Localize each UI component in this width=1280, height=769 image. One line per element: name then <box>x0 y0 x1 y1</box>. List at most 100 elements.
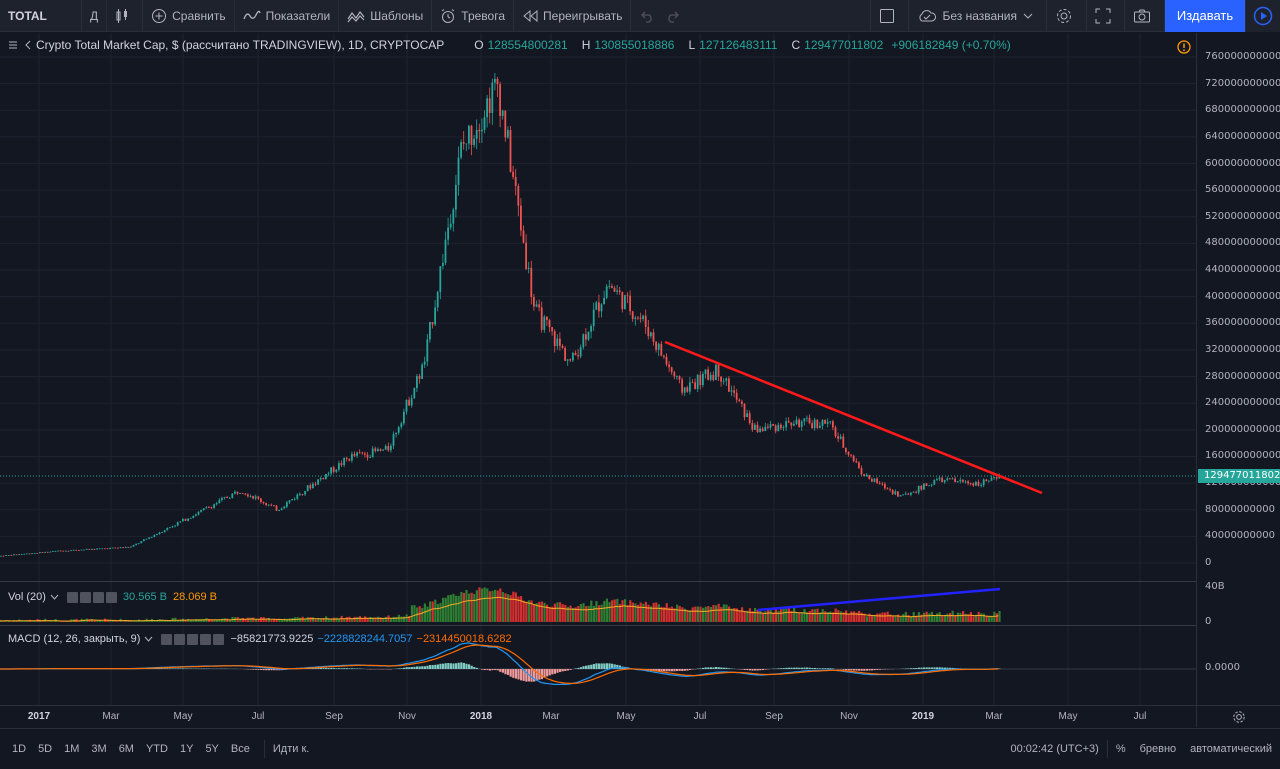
macd-hist-bar <box>351 668 354 669</box>
collapse-legend-icon[interactable] <box>8 40 18 50</box>
macd-name[interactable]: MACD (12, 26, закрыть, 9) <box>8 633 141 645</box>
macd-hist-bar <box>616 664 619 669</box>
percent-toggle[interactable]: % <box>1115 743 1126 755</box>
chart-type-button[interactable] <box>107 0 144 32</box>
volume-bar <box>241 617 244 622</box>
undo-icon[interactable] <box>639 9 655 23</box>
candle <box>595 300 598 311</box>
candle <box>431 321 434 329</box>
volume-bar <box>299 617 302 622</box>
settings-mini-icon[interactable] <box>174 633 186 645</box>
candle <box>57 550 59 552</box>
snapshot-button[interactable] <box>1125 0 1165 32</box>
warning-icon[interactable] <box>1177 40 1191 54</box>
eye-icon[interactable] <box>66 591 78 603</box>
candle <box>712 371 715 382</box>
chevron-down-icon[interactable] <box>50 594 59 601</box>
candle <box>283 505 286 509</box>
candle <box>416 373 418 393</box>
volume-bar <box>457 595 460 622</box>
range-button[interactable]: 1M <box>64 743 80 755</box>
candle <box>88 548 91 550</box>
volume-bar <box>746 610 749 622</box>
candle <box>613 285 616 292</box>
volume-bar <box>876 613 879 622</box>
volume-bar <box>499 588 502 622</box>
candle <box>975 480 977 486</box>
candle <box>223 496 226 500</box>
candle <box>156 533 158 536</box>
time-scale[interactable]: 2017 Mar May Jul Sep Nov 2018 Mar May Jul Sep Nov 20… <box>0 705 1196 727</box>
volume-bar <box>650 606 653 622</box>
candle <box>364 451 366 458</box>
macd-hist-bar <box>826 668 829 669</box>
clock[interactable]: 00:02:42 (UTC+3) <box>1010 743 1099 755</box>
log-toggle[interactable]: бревно <box>1139 743 1177 755</box>
close-mini-icon[interactable] <box>105 591 117 603</box>
compare-button[interactable]: Сравнить <box>143 0 235 32</box>
eye-icon[interactable] <box>161 633 173 645</box>
candle <box>304 490 306 497</box>
candle <box>62 550 65 552</box>
close-mini-icon[interactable] <box>213 633 225 645</box>
candle <box>767 423 769 430</box>
interval-button[interactable]: Д <box>82 0 108 32</box>
symbol-search[interactable]: TOTAL <box>0 0 82 32</box>
plus-mini-icon[interactable] <box>200 633 212 645</box>
goto-date-button[interactable]: Идти к. <box>272 743 310 755</box>
chart-canvas[interactable] <box>0 33 1196 705</box>
alert-button[interactable]: Тревога <box>432 0 515 32</box>
candle <box>270 503 273 507</box>
templates-button[interactable]: Шаблоны <box>339 0 433 32</box>
chevron-down-icon[interactable] <box>144 636 153 643</box>
macd-hist-bar <box>322 668 325 669</box>
volume-bar <box>200 619 203 622</box>
macd-hist-bar <box>426 665 429 669</box>
candle <box>772 423 774 426</box>
price-scale[interactable]: 760000000000 720000000000 680000000000 6400… <box>1196 33 1280 705</box>
fullscreen-button[interactable] <box>1087 0 1125 32</box>
source-mini-icon[interactable] <box>187 633 199 645</box>
range-button[interactable]: 6M <box>118 743 134 755</box>
plus-mini-icon[interactable] <box>92 591 104 603</box>
macd-hist-bar <box>689 669 692 670</box>
save-layout-button[interactable]: Без названия <box>909 0 1047 32</box>
settings-button[interactable] <box>1047 0 1087 32</box>
play-button[interactable] <box>1245 0 1280 32</box>
publish-button[interactable]: Издавать <box>1165 0 1245 32</box>
volume-name[interactable]: Vol (20) <box>8 591 46 603</box>
volume-bar <box>959 612 962 622</box>
volume-bar <box>332 617 335 622</box>
volume-bar <box>507 594 510 622</box>
candle <box>348 458 351 462</box>
scale-settings-corner[interactable] <box>1196 705 1280 727</box>
range-button[interactable]: 5Y <box>205 743 219 755</box>
volume-bar <box>111 620 114 622</box>
redo-icon[interactable] <box>665 9 681 23</box>
range-button[interactable]: Все <box>230 743 250 755</box>
volume-bar <box>878 613 881 622</box>
range-button[interactable]: YTD <box>145 743 168 755</box>
candle <box>608 279 611 289</box>
candle <box>33 552 36 554</box>
range-button[interactable]: 5D <box>38 743 53 755</box>
indicators-button[interactable]: Показатели <box>235 0 340 32</box>
candle <box>67 550 70 552</box>
settings-mini-icon[interactable] <box>79 591 91 603</box>
candle <box>228 496 231 499</box>
candle <box>650 331 652 339</box>
auto-toggle[interactable]: автоматический <box>1190 743 1272 755</box>
macd-hist-bar <box>587 665 590 669</box>
candle <box>119 547 122 549</box>
chevron-left-icon[interactable] <box>24 40 32 50</box>
layout-toggle-button[interactable] <box>870 0 910 32</box>
volume-bar <box>59 621 62 622</box>
range-button[interactable]: 1D <box>12 743 27 755</box>
range-button[interactable]: 3M <box>91 743 107 755</box>
templates-label: Шаблоны <box>370 8 424 23</box>
range-button[interactable]: 1Y <box>179 743 194 755</box>
volume-bar <box>631 602 634 622</box>
volume-bar <box>585 606 588 622</box>
replay-button[interactable]: Переигрывать <box>514 0 632 32</box>
gear-icon <box>1057 8 1071 23</box>
